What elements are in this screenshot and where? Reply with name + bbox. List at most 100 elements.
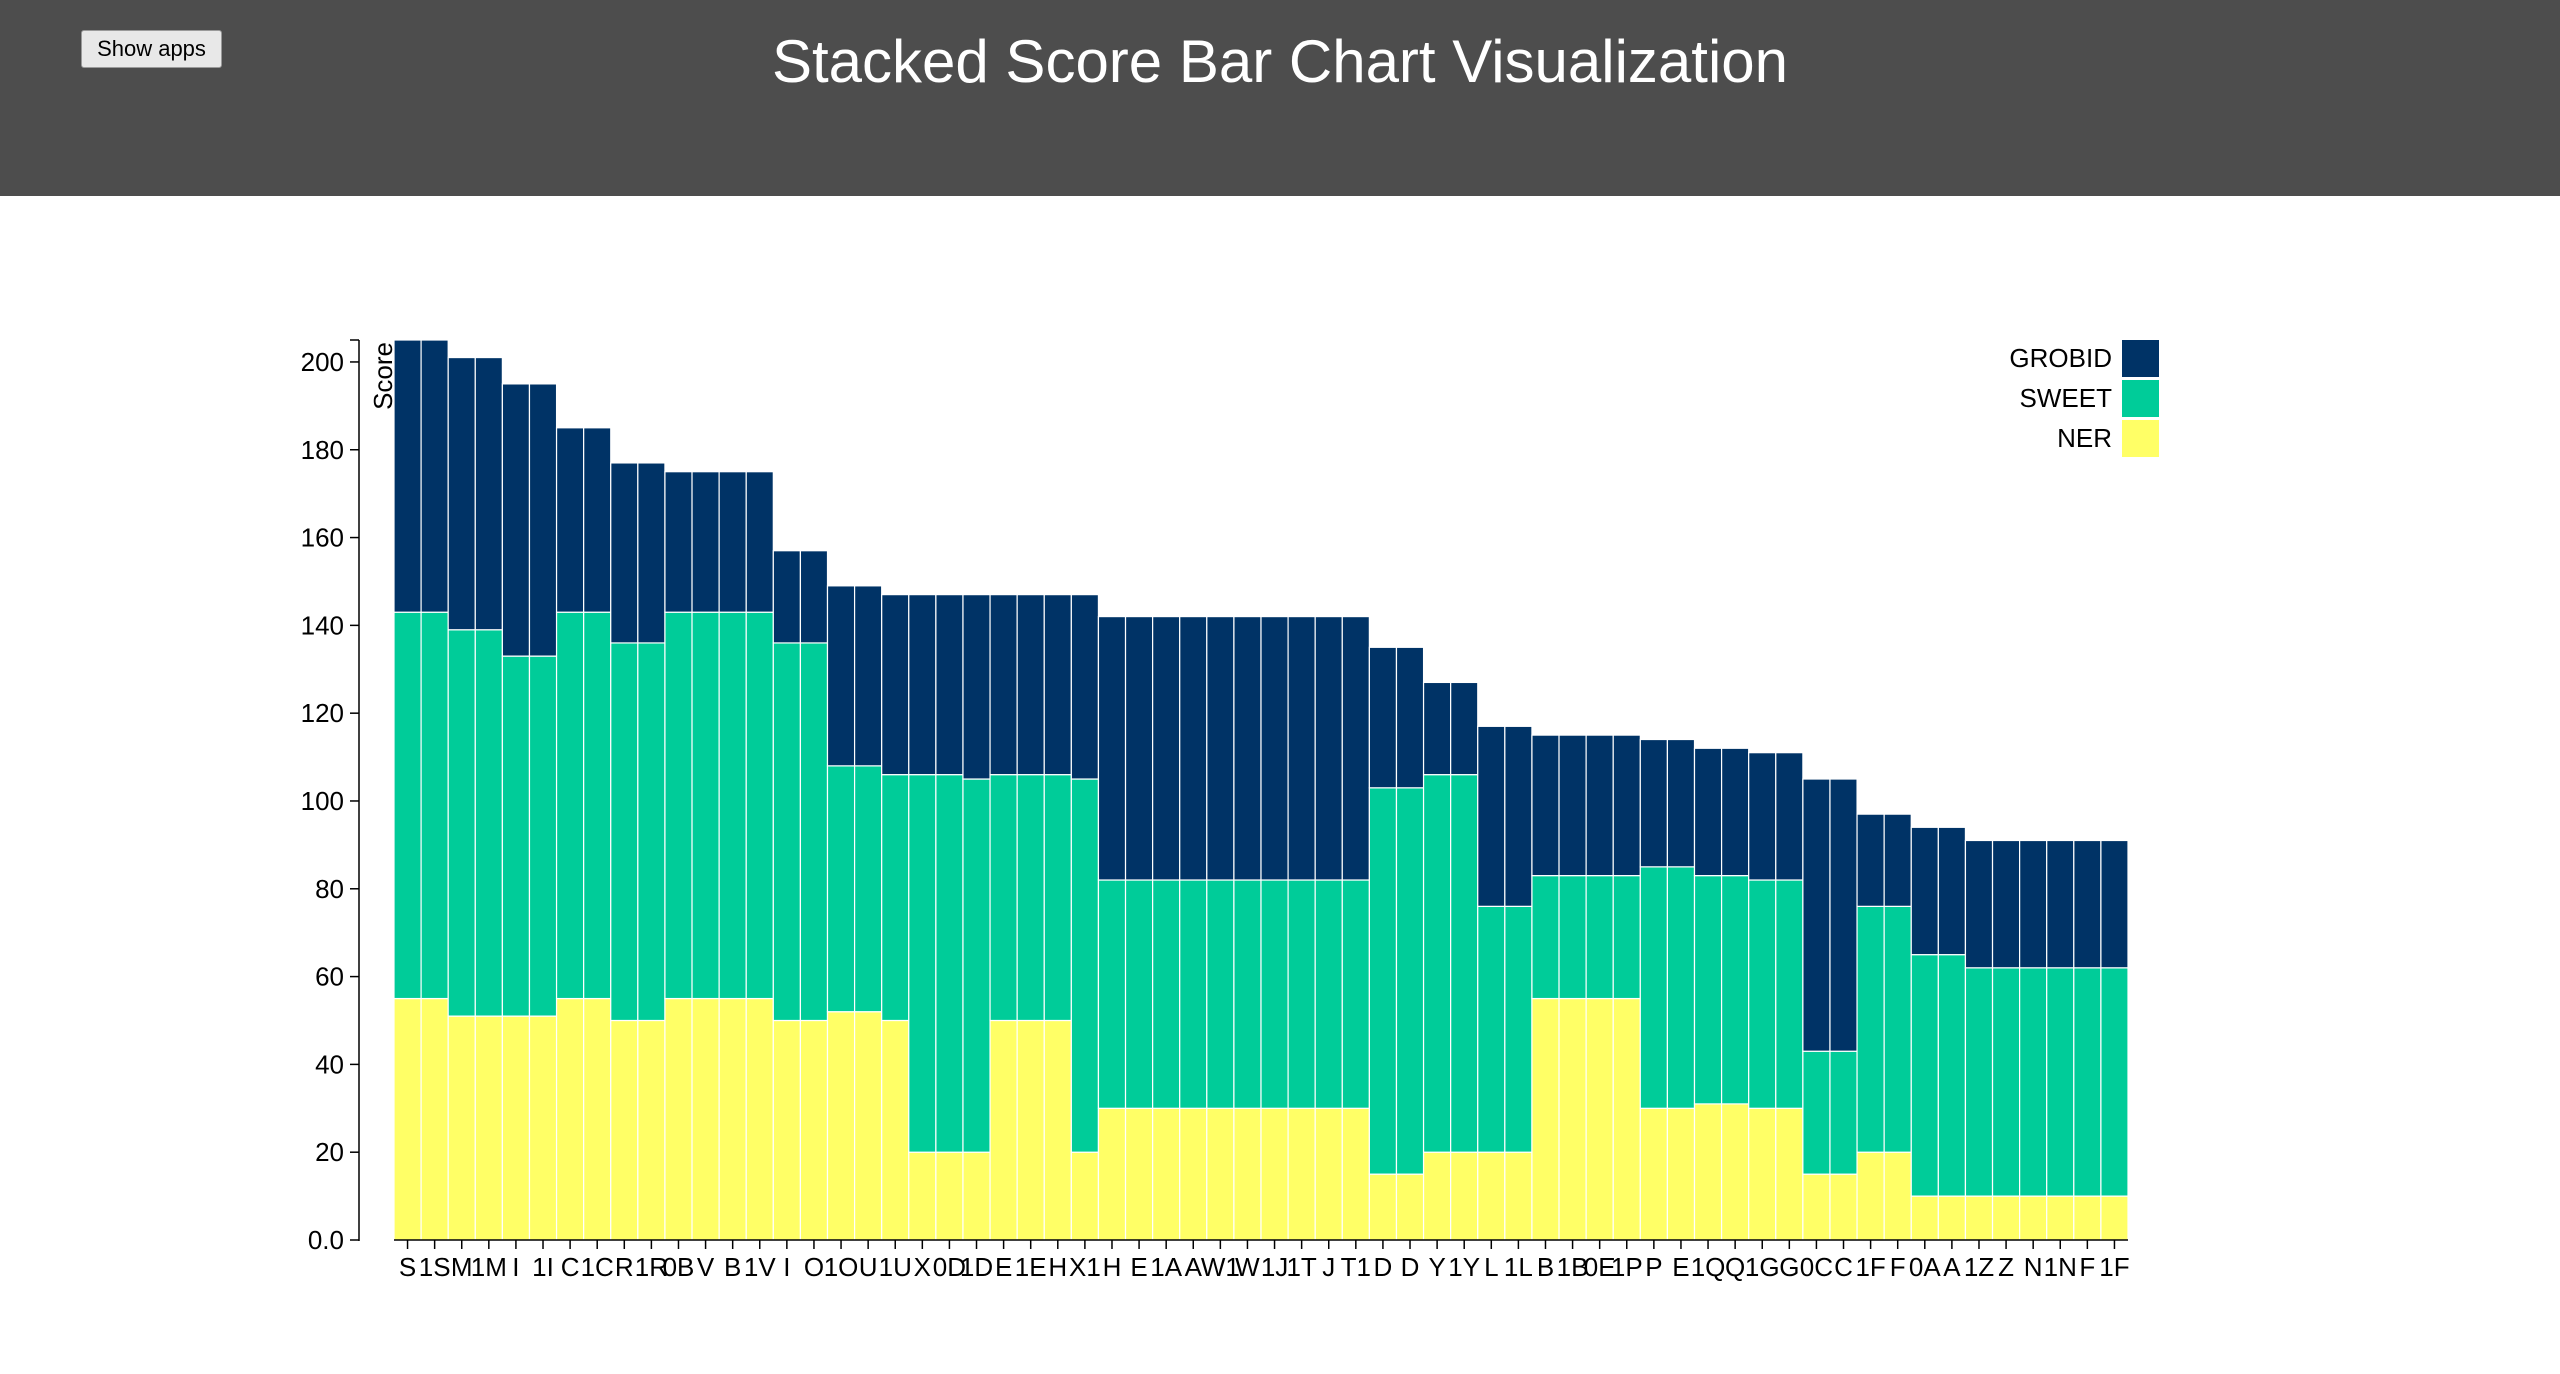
bar-segment — [745, 997, 774, 1241]
bar-segment — [1477, 905, 1506, 1153]
bar-segment — [908, 774, 937, 1153]
x-tick-label: Y — [1428, 1252, 1445, 1282]
bar-segment — [935, 594, 964, 776]
bar-segment — [1368, 787, 1398, 1175]
bar-segment — [1910, 826, 1939, 956]
x-tick-label: L — [1484, 1252, 1498, 1282]
bar-segment — [474, 356, 503, 631]
bar-segment — [1883, 905, 1912, 1153]
bar-segment — [1124, 615, 1154, 881]
bar-segment — [637, 1019, 666, 1241]
bar-segment — [881, 1019, 910, 1241]
x-tick-label: 0D — [933, 1252, 966, 1282]
x-tick-label: I — [512, 1252, 519, 1282]
bar-segment — [691, 611, 720, 1000]
bar-segment — [772, 550, 801, 644]
x-tick-label: I — [783, 1252, 790, 1282]
bar-segment — [1287, 879, 1316, 1109]
bar-segment — [1233, 1107, 1262, 1241]
bar-segment — [2100, 967, 2129, 1197]
x-tick-label: A — [1943, 1252, 1961, 1282]
bar-segment — [393, 997, 422, 1241]
bar-segment — [420, 611, 449, 1000]
y-tick-label: 120 — [301, 698, 344, 728]
x-tick-label: W1 — [1201, 1252, 1240, 1282]
bar-segment — [826, 1011, 856, 1241]
bar-segment — [691, 997, 720, 1241]
bar-segment — [1016, 594, 1045, 776]
legend-label: GROBID — [2009, 343, 2112, 373]
bar-segment — [745, 611, 774, 1000]
bar-segment — [1991, 1195, 2021, 1241]
bar-segment — [583, 611, 612, 1000]
bar-segment — [1937, 954, 1967, 1197]
bar-segment — [1937, 826, 1967, 956]
bar-segment — [1666, 1107, 1696, 1241]
bar-segment — [1531, 997, 1560, 1241]
x-tick-label: 1N — [2044, 1252, 2077, 1282]
bar-segment — [1802, 778, 1831, 1052]
bar-segment — [1585, 997, 1614, 1241]
x-tick-label: B — [1537, 1252, 1554, 1282]
bar-segment — [1097, 615, 1127, 881]
bar-segment — [799, 1019, 829, 1241]
bar-segment — [989, 594, 1018, 776]
bar-segment — [555, 611, 585, 1000]
x-tick-label: D — [1401, 1252, 1420, 1282]
bar-segment — [583, 997, 612, 1241]
bar-segment — [1450, 681, 1479, 776]
x-tick-label: 1D — [960, 1252, 993, 1282]
x-tick-label: Z — [1998, 1252, 2014, 1282]
bar-segment — [1775, 879, 1804, 1109]
bar-segment — [393, 339, 422, 613]
bar-segment — [1070, 594, 1100, 780]
bar-segment — [610, 462, 639, 644]
bar-segment — [1043, 1019, 1072, 1241]
bar-segment — [1802, 1173, 1831, 1241]
bar-segment — [501, 1015, 531, 1241]
x-tick-label: 0E — [1584, 1252, 1616, 1282]
bar-segment — [1964, 967, 1994, 1197]
bar-segment — [1558, 997, 1587, 1241]
bar-segment — [583, 427, 612, 613]
bar-segment — [1097, 1107, 1127, 1241]
x-tick-label: R — [615, 1252, 634, 1282]
bar-segment — [718, 997, 747, 1241]
bar-segment — [1368, 1173, 1398, 1241]
x-tick-label: 1G — [1745, 1252, 1780, 1282]
bar-segment — [1206, 615, 1235, 881]
x-tick-label: C — [1834, 1252, 1853, 1282]
x-tick-label: 1O — [824, 1252, 859, 1282]
y-tick-label: 100 — [301, 786, 344, 816]
x-tick-label: H — [1103, 1252, 1122, 1282]
bar-segment — [1666, 738, 1696, 868]
bar-segment — [799, 642, 829, 1022]
y-tick-label: 180 — [301, 435, 344, 465]
x-tick-label: N — [2024, 1252, 2043, 1282]
x-tick-label: D — [1374, 1252, 1393, 1282]
bar-segment — [1693, 875, 1723, 1105]
bar-segment — [745, 471, 774, 613]
show-apps-button[interactable]: Show apps — [81, 30, 222, 68]
x-tick-label: 1A — [1150, 1252, 1182, 1282]
page-title: Stacked Score Bar Chart Visualization — [771, 28, 1789, 95]
bar-segment — [1585, 875, 1614, 1000]
bar-segment — [1260, 879, 1289, 1109]
bar-segment — [1720, 747, 1750, 877]
bar-segment — [908, 594, 937, 776]
bar-segment — [474, 629, 503, 1017]
bar-segment — [1070, 1151, 1100, 1241]
bar-segment — [1395, 1173, 1425, 1241]
x-tick-label: 1T — [1286, 1252, 1316, 1282]
bar-segment — [1964, 1195, 1994, 1241]
y-tick-label: 60 — [315, 962, 344, 992]
x-tick-label: X — [914, 1252, 931, 1282]
x-tick-label: 1R — [635, 1252, 668, 1282]
bar-segment — [1477, 725, 1506, 907]
bar-segment — [555, 427, 585, 613]
bar-segment — [2019, 1195, 2048, 1241]
x-tick-label: 0C — [1800, 1252, 1833, 1282]
bar-segment — [1856, 905, 1885, 1153]
bar-segment — [1748, 879, 1777, 1109]
bar-segment — [1693, 747, 1723, 877]
